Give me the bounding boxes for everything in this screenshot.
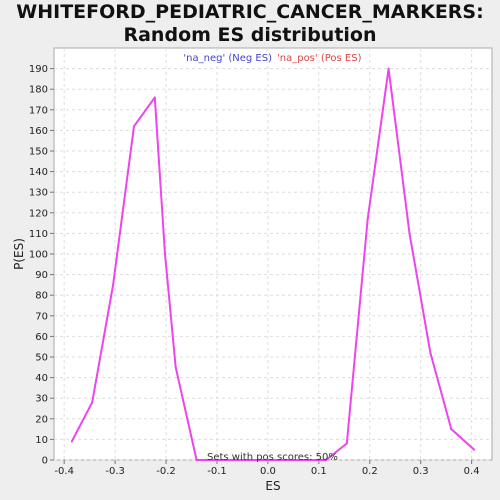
series-layer [70,67,476,461]
y-tick-label: 120 [29,208,48,219]
data-point [195,459,198,461]
legend-entry-pos: 'na_pos' (Pos ES) [277,53,362,64]
y-tick-label: 80 [35,291,48,302]
x-tick-label: 0.1 [311,466,327,477]
y-tick-label: 190 [29,64,48,75]
legend: 'na_neg' (Neg ES) 'na_pos' (Pos ES) [183,53,361,64]
data-point [132,125,135,128]
y-tick-label: 70 [35,311,48,322]
data-point [164,253,167,255]
annotation-text: Sets with pos scores: 50% [207,452,338,463]
x-tick-label: 0.4 [464,466,480,477]
y-tick-label: 110 [29,229,48,240]
y-tick-label: 0 [42,456,48,467]
x-tick-label: -0.2 [156,466,176,477]
x-tick-label: 0.3 [413,466,429,477]
y-tick-label: 160 [29,126,48,137]
y-tick-label: 60 [35,332,48,343]
data-point [174,366,177,369]
y-tick-label: 140 [29,167,48,178]
data-point [366,217,369,220]
data-point [300,459,303,461]
x-tick-label: -0.1 [207,466,227,477]
y-tick-label: 130 [29,188,48,199]
x-tick-label: -0.4 [54,466,74,477]
chart-title: WHITEFORD_PEDIATRIC_CANCER_MARKERS: Rand… [16,1,484,46]
data-point [258,459,261,461]
y-tick-label: 100 [29,250,48,261]
y-tick-label: 30 [35,394,48,405]
data-point [429,351,432,354]
y-tick-label: 170 [29,105,48,116]
data-point [237,459,240,461]
data-point [279,459,282,461]
grid [54,48,492,461]
y-tick-label: 10 [35,435,48,446]
x-tick-label: 0.0 [260,466,276,477]
data-point [324,459,327,461]
data-point [216,459,219,461]
y-tick-label: 180 [29,85,48,96]
data-point [387,67,390,70]
axes: 0 10 20 30 40 50 60 70 80 90 100 110 120 130 140 150 160… [29,64,480,477]
legend-entry-neg: 'na_neg' (Neg ES) [183,53,272,64]
data-point [345,442,348,445]
x-axis-title: ES [265,479,280,493]
data-point [153,96,156,99]
data-point [70,440,73,443]
data-point [91,401,94,404]
data-point [473,448,476,451]
y-tick-label: 50 [35,353,48,364]
y-tick-label: 150 [29,147,48,158]
x-tick-label: -0.3 [105,466,125,477]
y-tick-label: 20 [35,414,48,425]
x-tick-label: 0.2 [362,466,378,477]
y-axis-title: P(ES) [12,238,26,270]
y-tick-label: 90 [35,270,48,281]
data-point [450,428,453,431]
data-point [408,232,411,235]
y-tick-label: 40 [35,373,48,384]
data-point [112,283,115,286]
